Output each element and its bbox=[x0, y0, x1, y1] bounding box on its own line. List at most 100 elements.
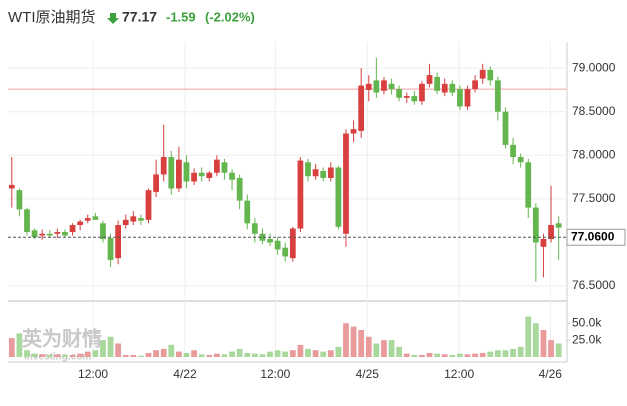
volume-bar bbox=[282, 351, 289, 357]
volume-bar bbox=[350, 326, 357, 357]
volume-bar bbox=[358, 330, 365, 357]
volume-bar bbox=[168, 344, 175, 357]
volume-tick-label: 25.0k bbox=[572, 332, 602, 346]
volume-bar bbox=[115, 343, 122, 357]
candle-body bbox=[282, 247, 289, 257]
last-price-box bbox=[566, 228, 626, 246]
candle-body bbox=[350, 129, 357, 134]
candle-body bbox=[510, 144, 516, 158]
y-tick-label: 78.0000 bbox=[572, 147, 616, 161]
candle-body bbox=[555, 223, 562, 228]
volume-bar bbox=[373, 343, 380, 357]
volume-bar bbox=[84, 351, 91, 357]
candle-body bbox=[62, 232, 68, 236]
candle-body bbox=[502, 111, 509, 145]
volume-bar bbox=[236, 348, 243, 357]
volume-bar bbox=[312, 350, 319, 357]
volume-bar bbox=[69, 354, 76, 357]
candle-body bbox=[472, 80, 478, 90]
volume-bar bbox=[24, 350, 30, 357]
volume-bar bbox=[130, 354, 137, 357]
x-tick-label: 12:00 bbox=[78, 367, 108, 381]
volume-bar bbox=[138, 355, 144, 357]
candle-body bbox=[198, 172, 205, 177]
candle-body bbox=[115, 225, 122, 259]
volume-bar bbox=[472, 353, 478, 357]
candle-body bbox=[16, 190, 23, 210]
y-tick-label: 78.5000 bbox=[572, 104, 616, 118]
volume-bar bbox=[555, 343, 562, 357]
candle-body bbox=[259, 233, 266, 241]
volume-bar bbox=[274, 350, 281, 357]
volume-bar bbox=[449, 354, 456, 357]
volume-bar bbox=[107, 336, 114, 357]
volume-bar bbox=[92, 350, 99, 357]
x-tick-label: 4/26 bbox=[539, 367, 563, 381]
candle-body bbox=[403, 96, 410, 98]
candle-body bbox=[24, 209, 30, 233]
candle-body bbox=[130, 216, 137, 222]
volume-bar bbox=[510, 348, 516, 357]
watermark: 英为财情 bbox=[22, 326, 102, 350]
candle-body bbox=[494, 80, 501, 112]
volume-bar bbox=[525, 316, 532, 357]
candle-body bbox=[122, 219, 129, 226]
volume-bar bbox=[419, 354, 425, 357]
volume-bar bbox=[206, 354, 213, 357]
candle-body bbox=[517, 157, 524, 163]
candle-body bbox=[221, 162, 228, 173]
candle-body bbox=[191, 172, 197, 182]
candle-body bbox=[381, 80, 387, 91]
volume-bar bbox=[221, 354, 228, 357]
candle-body bbox=[327, 167, 334, 178]
candle-body bbox=[532, 207, 539, 243]
candle-body bbox=[100, 223, 106, 239]
candle-body bbox=[274, 240, 281, 250]
candle-body bbox=[92, 216, 99, 220]
candle-body bbox=[396, 89, 403, 98]
price: 77.17 bbox=[122, 9, 157, 25]
instrument-title: WTI原油期货 bbox=[8, 9, 96, 26]
volume-bar bbox=[305, 348, 311, 357]
candle-body bbox=[525, 162, 532, 208]
candle-body bbox=[160, 157, 167, 175]
candle-body bbox=[479, 69, 486, 79]
candle-body bbox=[176, 159, 182, 189]
volume-bar bbox=[16, 333, 23, 357]
watermark: Investing.com bbox=[24, 352, 91, 363]
candle-body bbox=[213, 159, 220, 173]
volume-bar bbox=[39, 354, 46, 357]
candle-body bbox=[84, 218, 91, 221]
candle-body bbox=[244, 200, 251, 224]
volume-bar bbox=[100, 340, 106, 357]
volume-bar bbox=[388, 340, 395, 357]
volume-bar bbox=[441, 354, 448, 357]
candle-body bbox=[449, 83, 456, 93]
x-tick-label: 4/22 bbox=[173, 367, 197, 381]
candle-body bbox=[373, 80, 380, 93]
candle-body bbox=[168, 157, 175, 189]
volume-bar bbox=[494, 350, 501, 357]
volume-bar bbox=[365, 336, 372, 357]
down-arrow bbox=[107, 13, 119, 24]
candle-body bbox=[229, 172, 235, 180]
x-tick-label: 12:00 bbox=[260, 367, 290, 381]
candle-body bbox=[69, 225, 76, 233]
volume-bar bbox=[532, 323, 539, 357]
y-tick-label: 77.5000 bbox=[572, 191, 616, 205]
candle-body bbox=[464, 89, 471, 107]
candle-body bbox=[138, 218, 144, 221]
candle-body bbox=[540, 238, 547, 247]
volume-bar bbox=[479, 352, 486, 357]
candle-body bbox=[31, 230, 38, 238]
volume-bar bbox=[548, 340, 554, 357]
volume-bar bbox=[251, 353, 258, 357]
volume-bar bbox=[145, 352, 152, 357]
volume-bar bbox=[502, 350, 509, 357]
candle-body bbox=[54, 232, 61, 234]
volume-bar bbox=[213, 353, 220, 357]
volume-bar bbox=[8, 338, 15, 357]
volume-bar bbox=[244, 352, 251, 357]
